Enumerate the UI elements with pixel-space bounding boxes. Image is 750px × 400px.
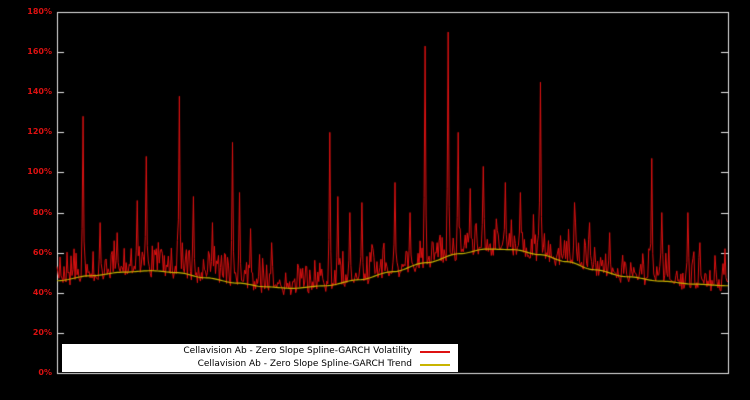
legend-row-volatility: Cellavision Ab - Zero Slope Spline-GARCH… bbox=[62, 345, 458, 358]
legend-label-volatility: Cellavision Ab - Zero Slope Spline-GARCH… bbox=[183, 346, 412, 356]
y-tick-label: 40% bbox=[32, 287, 52, 297]
y-tick-label: 160% bbox=[27, 47, 52, 57]
legend: Cellavision Ab - Zero Slope Spline-GARCH… bbox=[62, 344, 458, 372]
y-tick-label: 60% bbox=[32, 247, 52, 257]
y-tick-label: 120% bbox=[27, 127, 52, 137]
legend-line-trend-icon bbox=[420, 363, 450, 366]
y-tick-label: 180% bbox=[27, 7, 52, 16]
y-tick-label: 0% bbox=[38, 368, 52, 377]
legend-row-trend: Cellavision Ab - Zero Slope Spline-GARCH… bbox=[62, 358, 458, 371]
y-tick-label: 20% bbox=[32, 327, 52, 337]
legend-line-volatility-icon bbox=[420, 350, 450, 353]
y-axis: 0% 20% 40% 60% 80% 100% 120% 140% 160% 180% bbox=[0, 0, 52, 400]
y-tick-label: 140% bbox=[27, 87, 52, 97]
y-tick-label: 80% bbox=[32, 207, 52, 217]
y-tick-label: 100% bbox=[27, 167, 52, 177]
legend-label-trend: Cellavision Ab - Zero Slope Spline-GARCH… bbox=[197, 359, 412, 369]
